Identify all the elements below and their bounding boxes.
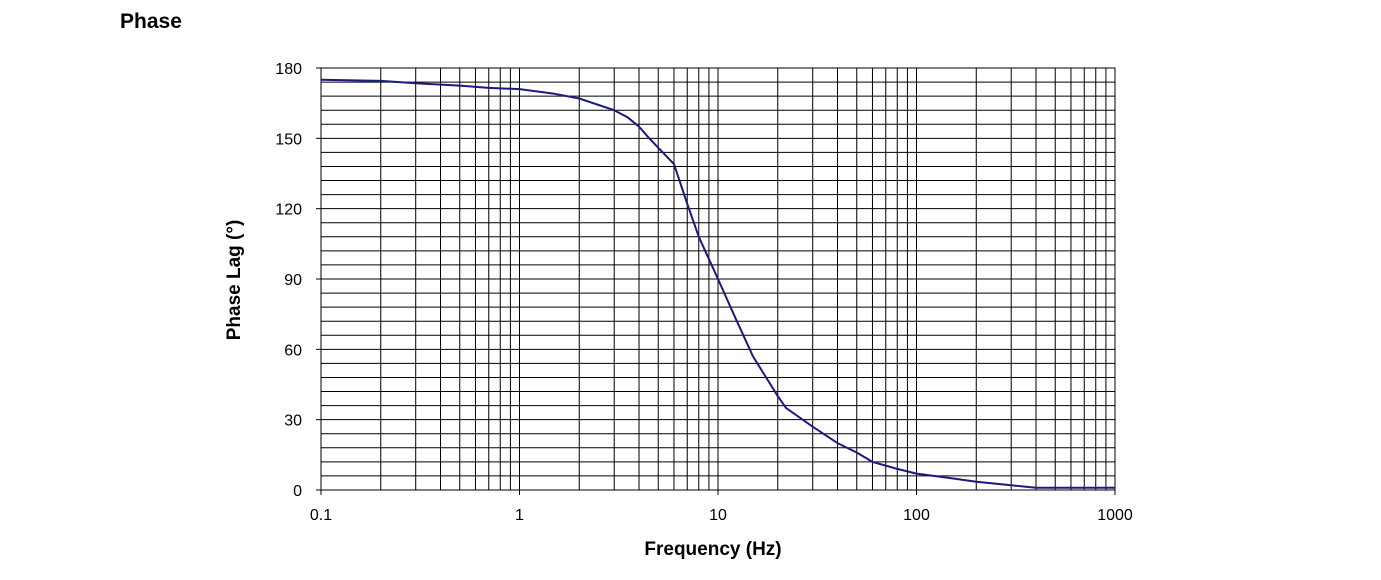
page-title: Phase xyxy=(120,10,182,33)
chart-tick-labels: 0.1 1 10 100 1000 0 30 60 90 120 150 180 xyxy=(275,61,1133,524)
x-tick-label: 1000 xyxy=(1097,507,1133,524)
y-tick-label: 150 xyxy=(275,131,302,148)
x-tick-label: 10 xyxy=(709,507,727,524)
y-tick-label: 120 xyxy=(275,202,302,219)
chart-series xyxy=(320,78,1115,489)
series-line xyxy=(320,78,1115,489)
x-tick-label: 100 xyxy=(903,507,930,524)
chart-grid xyxy=(316,67,1116,495)
y-tick-label: 90 xyxy=(284,272,302,289)
y-tick-label: 60 xyxy=(284,342,302,359)
y-tick-label: 0 xyxy=(293,483,302,500)
x-tick-label: 0.1 xyxy=(310,507,332,524)
x-axis-label: Frequency (Hz) xyxy=(644,539,781,560)
x-tick-label: 1 xyxy=(515,507,524,524)
y-tick-label: 180 xyxy=(275,61,302,78)
y-tick-label: 30 xyxy=(284,413,302,430)
y-axis-label: Phase Lag (°) xyxy=(224,220,245,341)
